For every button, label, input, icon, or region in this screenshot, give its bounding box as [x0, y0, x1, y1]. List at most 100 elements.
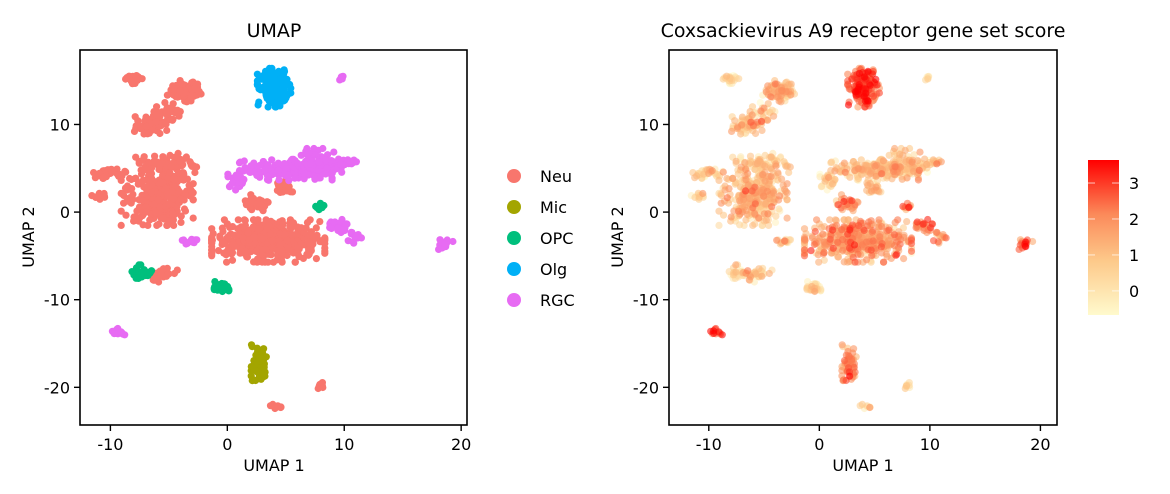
point-score	[708, 167, 716, 175]
point-neu	[305, 238, 313, 246]
point-neu	[130, 127, 139, 135]
point-rgc	[435, 245, 443, 253]
point-rgc	[303, 151, 311, 159]
point-score	[831, 167, 839, 175]
point-score	[924, 75, 932, 83]
point-neu	[176, 157, 184, 165]
point-score	[927, 224, 935, 232]
point-rgc	[241, 164, 249, 172]
point-neu	[174, 149, 182, 157]
point-neu	[288, 230, 296, 238]
point-neu	[147, 189, 155, 197]
point-score	[773, 236, 781, 244]
point-rgc	[334, 224, 342, 232]
colorbar: 0 1 2 3	[1088, 160, 1139, 315]
point-score	[850, 241, 859, 249]
point-neu	[150, 200, 158, 208]
point-neu	[250, 216, 258, 224]
point-olg	[268, 99, 276, 107]
point-opc	[138, 269, 146, 277]
point-neu	[142, 122, 150, 130]
point-neu	[255, 199, 263, 207]
point-score	[782, 87, 790, 96]
point-score	[838, 341, 846, 349]
point-mic	[247, 341, 256, 349]
point-neu	[139, 221, 147, 229]
point-score	[786, 163, 794, 171]
point-score	[894, 216, 902, 224]
point-score	[914, 157, 922, 165]
point-score	[742, 216, 750, 224]
point-score	[903, 174, 911, 182]
point-score	[840, 159, 849, 167]
point-rgc	[322, 156, 330, 164]
point-neu	[191, 168, 199, 177]
point-rgc	[350, 239, 358, 247]
point-neu	[173, 106, 181, 114]
point-neu	[174, 93, 182, 101]
point-score	[761, 162, 769, 170]
plot-frame	[79, 49, 468, 426]
point-score	[821, 241, 829, 249]
point-score	[776, 192, 784, 200]
point-neu	[230, 231, 238, 239]
point-mic	[260, 364, 268, 372]
umap-celltype-plot: UMAP -10 0 10 20 -20 -10 0 10 UMAP 1 UMAP 2 Neu…	[19, 20, 575, 475]
point-neu	[186, 158, 194, 166]
point-score	[767, 93, 775, 101]
point-score	[827, 158, 836, 166]
point-rgc	[337, 160, 345, 169]
point-neu	[316, 218, 324, 226]
legend-label: Olg	[540, 260, 567, 279]
point-neu	[140, 183, 148, 191]
point-score	[820, 248, 828, 256]
point-score	[864, 67, 872, 75]
point-score	[732, 157, 740, 165]
point-score	[718, 331, 726, 339]
point-score	[778, 175, 786, 183]
point-score	[819, 230, 827, 238]
point-rgc	[306, 160, 315, 168]
point-neu	[289, 219, 298, 227]
point-opc	[218, 285, 227, 293]
point-score	[909, 167, 918, 175]
point-rgc	[284, 171, 292, 179]
point-score	[725, 185, 733, 193]
x-tick-label: 10	[334, 435, 354, 454]
point-score	[861, 97, 870, 105]
point-neu	[189, 214, 197, 222]
point-score	[738, 113, 747, 121]
point-score	[872, 172, 880, 180]
point-mic	[253, 344, 261, 352]
point-neu	[169, 100, 177, 108]
point-rgc	[327, 224, 336, 233]
point-opc	[128, 268, 136, 276]
point-score	[915, 166, 923, 174]
point-score	[750, 209, 759, 217]
y-axis-label: UMAP 2	[608, 206, 627, 267]
point-score	[762, 200, 770, 208]
point-rgc	[178, 236, 186, 244]
point-score	[758, 272, 766, 280]
point-score	[719, 168, 727, 176]
x-axis-label: UMAP 1	[832, 456, 893, 475]
point-score	[800, 252, 809, 260]
point-score	[860, 226, 868, 234]
point-score	[748, 111, 756, 119]
point-score	[773, 93, 781, 101]
point-score	[800, 246, 809, 254]
point-score	[891, 163, 899, 171]
legend-item-mic: Mic	[507, 198, 567, 217]
point-neu	[241, 217, 249, 225]
plot-title: Coxsackievirus A9 receptor gene set scor…	[661, 20, 1066, 42]
point-neu	[208, 237, 216, 245]
point-score	[923, 160, 931, 169]
point-neu	[152, 111, 160, 119]
point-score	[829, 226, 837, 234]
point-neu	[289, 249, 297, 257]
point-neu	[239, 234, 247, 242]
point-score	[760, 192, 768, 200]
point-neu	[252, 247, 260, 255]
point-neu	[223, 247, 231, 255]
point-neu	[177, 218, 185, 226]
